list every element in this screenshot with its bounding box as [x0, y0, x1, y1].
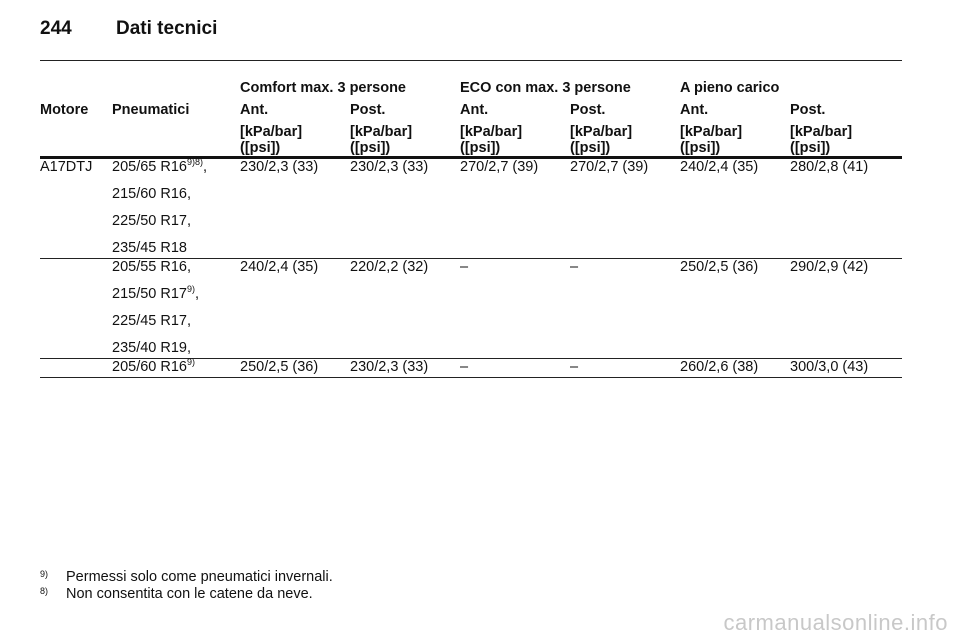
- motore-cell: [40, 259, 112, 359]
- axle-label: Ant.: [240, 102, 269, 118]
- pressure-cell: 270/2,7 (39): [460, 159, 539, 175]
- axle-label: Ant.: [680, 102, 709, 118]
- pressure-cell: 290/2,9 (42): [790, 259, 869, 275]
- header-rule: [40, 60, 902, 61]
- footnote: 8) Non consentita con le catene da neve.: [40, 586, 333, 603]
- table-row: 205/55 R16, 215/50 R179), 225/45 R17, 23…: [40, 259, 903, 359]
- unit-label: [kPa/bar] ([psi]): [460, 124, 523, 156]
- unit-label: [kPa/bar] ([psi]): [350, 124, 413, 156]
- page-header: 244 Dati tecnici: [40, 18, 217, 40]
- unit-label: [kPa/bar] ([psi]): [570, 124, 633, 156]
- unit-label: [kPa/bar] ([psi]): [790, 124, 853, 156]
- pressure-cell: –: [460, 259, 469, 275]
- group-header-row: Comfort max. 3 persone ECO con max. 3 pe…: [40, 80, 902, 102]
- pressure-cell: 230/2,3 (33): [350, 159, 429, 175]
- footnote-text: Non consentita con le catene da neve.: [66, 586, 313, 602]
- tyre-pressure-table: Comfort max. 3 persone ECO con max. 3 pe…: [40, 80, 903, 378]
- axle-label: Post.: [570, 102, 606, 118]
- tyres-cell: 205/60 R169): [112, 357, 195, 375]
- footnote: 9) Permessi solo come pneumatici invernal…: [40, 569, 333, 586]
- pressure-cell: 280/2,8 (41): [790, 159, 869, 175]
- table-row: 205/60 R169) 250/2,5 (36) 230/2,3 (33) –…: [40, 357, 903, 378]
- page-title: Dati tecnici: [116, 18, 218, 39]
- motore-cell: A17DTJ: [40, 159, 93, 175]
- motore-cell: [40, 359, 112, 378]
- unit-label: [kPa/bar] ([psi]): [240, 124, 303, 156]
- pressure-cell: –: [570, 359, 579, 375]
- pressure-cell: 230/2,3 (33): [240, 159, 319, 175]
- footnotes: 9) Permessi solo come pneumatici invernal…: [40, 569, 333, 603]
- pressure-cell: –: [460, 359, 469, 375]
- pressure-cell: 230/2,3 (33): [350, 359, 429, 375]
- column-header-row: Motore Pneumatici Ant. Post. Ant. Post. …: [40, 102, 902, 124]
- column-header-pneumatici: Pneumatici: [112, 102, 190, 118]
- pressure-cell: 260/2,6 (38): [680, 359, 759, 375]
- pressure-cell: 240/2,4 (35): [240, 259, 319, 275]
- pressure-cell: 250/2,5 (36): [240, 359, 319, 375]
- footnote-mark: 9): [40, 569, 49, 579]
- table-row: A17DTJ 205/65 R169)8), 215/60 R16, 225/5…: [40, 157, 903, 259]
- axle-label: Ant.: [460, 102, 489, 118]
- pressure-cell: –: [570, 259, 579, 275]
- unit-header-row: [kPa/bar] ([psi]) [kPa/bar] ([psi]) [kPa/b…: [40, 124, 903, 158]
- footnote-mark: 8): [40, 586, 49, 596]
- pressure-cell: 240/2,4 (35): [680, 159, 759, 175]
- axle-label: Post.: [790, 102, 826, 118]
- page-number: 244: [40, 18, 72, 39]
- group-header-full-load: A pieno carico: [680, 80, 780, 96]
- group-header-comfort: Comfort max. 3 persone: [240, 80, 406, 96]
- pressure-cell: 250/2,5 (36): [680, 259, 759, 275]
- column-header-motore: Motore: [40, 102, 89, 118]
- unit-label: [kPa/bar] ([psi]): [680, 124, 743, 156]
- pressure-cell: 220/2,2 (32): [350, 259, 429, 275]
- pressure-cell: 270/2,7 (39): [570, 159, 649, 175]
- group-header-eco: ECO con max. 3 persone: [460, 80, 631, 96]
- tyres-cell: 205/55 R16, 215/50 R179), 225/45 R17, 23…: [112, 259, 200, 356]
- watermark: carmanualsonline.info: [723, 610, 948, 635]
- axle-label: Post.: [350, 102, 386, 118]
- footnote-text: Permessi solo come pneumatici invernali.: [66, 569, 333, 585]
- tyres-cell: 205/65 R169)8), 215/60 R16, 225/50 R17, …: [112, 157, 208, 256]
- pressure-cell: 300/3,0 (43): [790, 359, 869, 375]
